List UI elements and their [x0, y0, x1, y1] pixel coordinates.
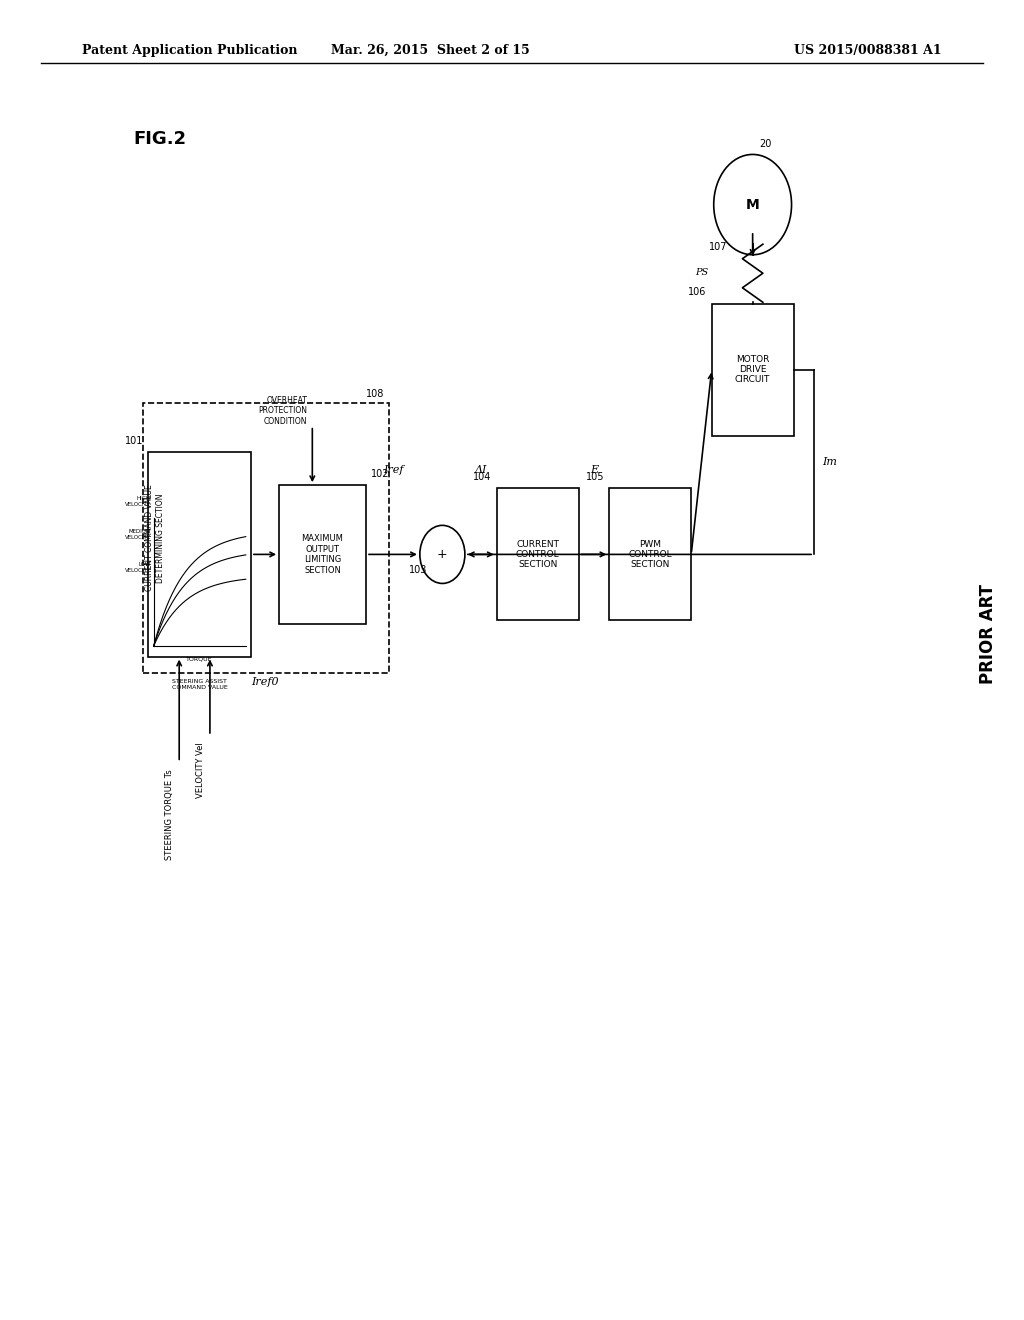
Text: OVERHEAT
PROTECTION
CONDITION: OVERHEAT PROTECTION CONDITION: [258, 396, 307, 425]
Text: 106: 106: [688, 286, 707, 297]
Text: 20: 20: [759, 139, 771, 149]
Text: MOTOR
DRIVE
CIRCUIT: MOTOR DRIVE CIRCUIT: [735, 355, 770, 384]
Text: CURRENT COMMAND VALUE
DETERMINING SECTION: CURRENT COMMAND VALUE DETERMINING SECTIO…: [145, 484, 165, 591]
Text: 104: 104: [473, 471, 492, 482]
Text: Im: Im: [822, 457, 838, 467]
Text: Mar. 26, 2015  Sheet 2 of 15: Mar. 26, 2015 Sheet 2 of 15: [331, 44, 529, 57]
Text: MAXIMUM
OUTPUT
LIMITING
SECTION: MAXIMUM OUTPUT LIMITING SECTION: [302, 535, 343, 574]
Text: Patent Application Publication: Patent Application Publication: [82, 44, 297, 57]
Bar: [279, 486, 367, 624]
Text: 105: 105: [586, 471, 604, 482]
Text: PRIOR ART: PRIOR ART: [979, 583, 997, 684]
Text: Iref: Iref: [383, 465, 403, 475]
Bar: [712, 304, 794, 436]
Text: E: E: [590, 465, 598, 475]
Bar: [148, 451, 251, 657]
Text: 102: 102: [371, 469, 390, 479]
Bar: [143, 403, 389, 673]
Bar: [497, 488, 579, 620]
Text: STEERING ASSIST
COMMAND VALUE: STEERING ASSIST COMMAND VALUE: [172, 680, 227, 690]
Text: M: M: [745, 198, 760, 211]
Text: 107: 107: [709, 242, 727, 252]
Text: +: +: [437, 548, 447, 561]
Text: 101: 101: [125, 436, 143, 446]
Text: PS: PS: [695, 268, 708, 277]
Text: STEERING TORQUE Ts: STEERING TORQUE Ts: [165, 768, 174, 859]
Text: TORQUE: TORQUE: [186, 657, 213, 661]
Text: ΔI: ΔI: [474, 465, 487, 475]
Text: LOW
VELOCITY: LOW VELOCITY: [125, 562, 151, 573]
Text: 108: 108: [366, 388, 384, 399]
Text: HIGH
VELOCITY: HIGH VELOCITY: [125, 496, 151, 507]
Text: US 2015/0088381 A1: US 2015/0088381 A1: [795, 44, 942, 57]
Text: PWM
CONTROL
SECTION: PWM CONTROL SECTION: [629, 540, 672, 569]
Text: Iref0: Iref0: [251, 677, 279, 686]
Text: VELOCITY Vel: VELOCITY Vel: [196, 743, 205, 799]
Text: CURRENT
CONTROL
SECTION: CURRENT CONTROL SECTION: [516, 540, 559, 569]
Text: MEDIUM
VELOCITY: MEDIUM VELOCITY: [125, 529, 151, 540]
Bar: [609, 488, 691, 620]
Text: FIG.2: FIG.2: [133, 129, 186, 148]
Text: 103: 103: [409, 565, 427, 576]
